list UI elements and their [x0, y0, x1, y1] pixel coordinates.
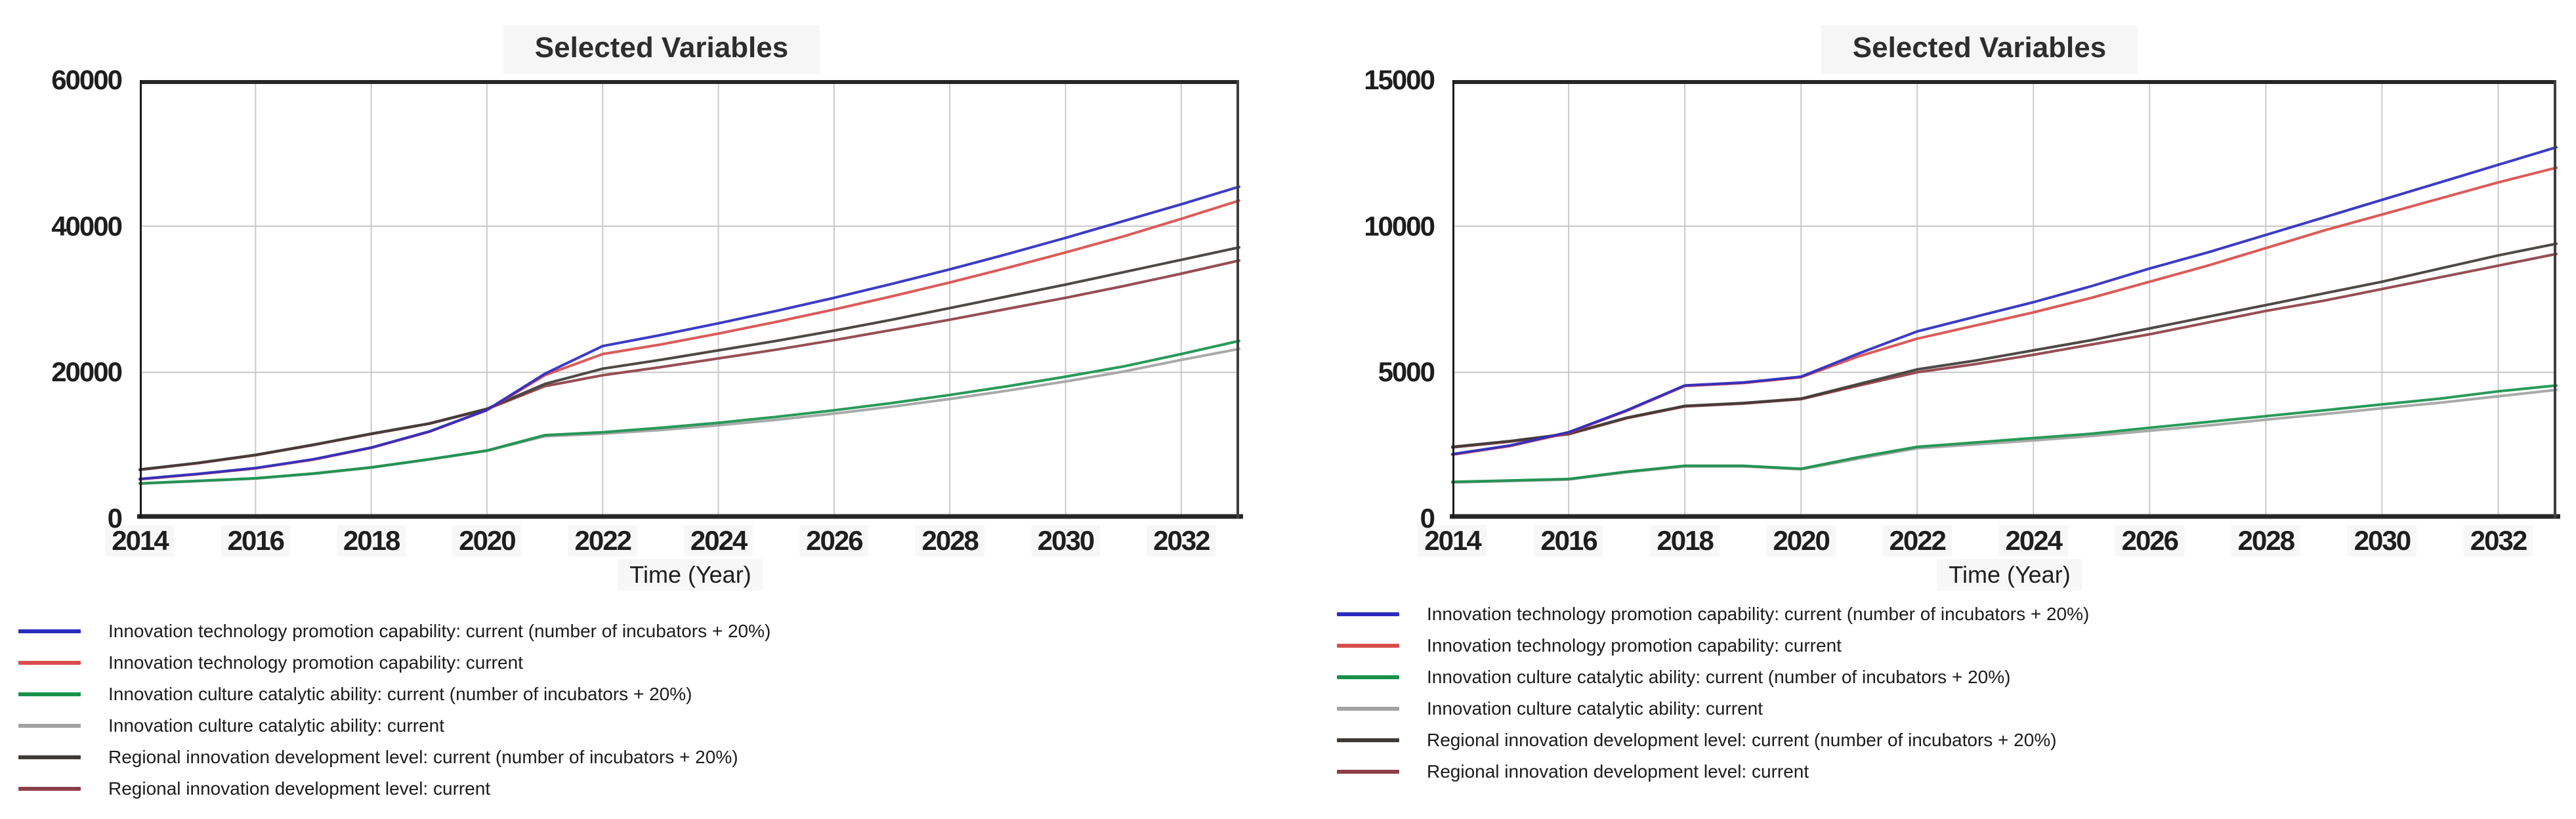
legend-label: Innovation technology promotion capabili…	[108, 621, 771, 641]
series-line	[1451, 242, 2558, 448]
legend-line-swatch	[18, 787, 81, 791]
x-tick-label: 2030	[2348, 525, 2417, 556]
x-tick-label: 2016	[221, 525, 290, 556]
x-tick-label: 2032	[2464, 525, 2533, 556]
legend-line-swatch	[1337, 644, 1399, 648]
legend-item: Innovation culture catalytic ability: cu…	[1337, 662, 2089, 693]
legend-line-swatch	[18, 692, 81, 696]
x-tick-label: 2022	[568, 525, 637, 556]
legend-label: Innovation culture catalytic ability: cu…	[1427, 698, 1763, 719]
legend-item: Regional innovation development level: c…	[1337, 724, 2089, 756]
x-tick-label: 2028	[2231, 525, 2300, 556]
series-line	[138, 246, 1240, 471]
legend-line-swatch	[1337, 770, 1399, 774]
plot-area	[137, 80, 1243, 519]
y-tick-label: 0	[1420, 503, 1435, 534]
legend-line-swatch	[1337, 738, 1399, 742]
x-tick-label: 2026	[2115, 525, 2184, 556]
y-tick-label: 20000	[51, 356, 123, 388]
x-tick-label: 2022	[1882, 525, 1951, 556]
legend-item: Regional innovation development level: c…	[18, 742, 771, 773]
legend-label: Innovation culture catalytic ability: cu…	[108, 684, 692, 704]
legend-item: Regional innovation development level: c…	[1337, 756, 2089, 788]
x-tick-label: 2028	[915, 525, 984, 556]
legend-label: Regional innovation development level: c…	[1427, 761, 1809, 782]
x-axis-title: Time (Year)	[618, 559, 763, 591]
x-tick-label: 2032	[1147, 525, 1215, 556]
x-tick-label: 2018	[1650, 525, 1719, 556]
series-line	[138, 185, 1240, 480]
y-tick-label: 15000	[1364, 64, 1435, 95]
legend-label: Innovation technology promotion capabili…	[108, 652, 523, 673]
x-tick-label: 2014	[1418, 525, 1487, 556]
legend-item: Innovation technology promotion capabili…	[1337, 598, 2089, 630]
series-line	[1451, 166, 2558, 456]
x-tick-label: 2014	[105, 525, 174, 556]
x-tick-label: 2024	[684, 525, 753, 556]
series-line	[1451, 253, 2558, 449]
x-tick-label: 2024	[1999, 525, 2068, 556]
series-line	[1451, 146, 2558, 455]
y-tick-label: 10000	[1364, 210, 1435, 242]
x-tick-label: 2030	[1031, 525, 1100, 556]
legend: Innovation technology promotion capabili…	[18, 616, 771, 805]
x-tick-label: 2016	[1534, 525, 1603, 556]
legend-item: Innovation culture catalytic ability: cu…	[18, 679, 771, 710]
x-tick-label: 2020	[452, 525, 521, 556]
legend-label: Regional innovation development level: c…	[108, 778, 491, 799]
y-tick-label: 60000	[51, 64, 123, 95]
legend-label: Regional innovation development level: c…	[108, 747, 738, 767]
x-axis-title: Time (Year)	[1937, 559, 2082, 591]
legend-line-swatch	[1337, 707, 1399, 711]
legend-label: Innovation culture catalytic ability: cu…	[1427, 667, 2011, 687]
legend: Innovation technology promotion capabili…	[1337, 598, 2089, 788]
x-tick-label: 2018	[337, 525, 406, 556]
legend-line-swatch	[18, 724, 81, 728]
legend-line-swatch	[1337, 612, 1399, 616]
y-tick-label: 40000	[51, 210, 123, 242]
series-line	[1451, 384, 2558, 484]
legend-line-swatch	[18, 661, 81, 665]
legend-label: Innovation technology promotion capabili…	[1427, 604, 2090, 624]
legend-line-swatch	[18, 629, 81, 633]
legend-item: Innovation technology promotion capabili…	[1337, 630, 2089, 662]
legend-label: Innovation culture catalytic ability: cu…	[108, 715, 445, 736]
legend-item: Innovation culture catalytic ability: cu…	[18, 710, 771, 742]
legend-label: Regional innovation development level: c…	[1427, 730, 2057, 750]
plot-area	[1450, 80, 2560, 519]
series-line	[138, 339, 1240, 485]
legend-label: Innovation technology promotion capabili…	[1427, 635, 1842, 656]
y-tick-label: 0	[107, 503, 123, 534]
legend-item: Innovation culture catalytic ability: cu…	[1337, 693, 2089, 724]
y-tick-label: 5000	[1378, 356, 1435, 388]
legend-item: Regional innovation development level: c…	[18, 773, 771, 805]
chart-title: Selected Variables	[1821, 26, 2138, 74]
legend-line-swatch	[1337, 675, 1399, 679]
chart-title: Selected Variables	[503, 26, 820, 74]
legend-line-swatch	[18, 755, 81, 759]
legend-item: Innovation technology promotion capabili…	[18, 616, 771, 647]
x-tick-label: 2020	[1766, 525, 1835, 556]
x-tick-label: 2026	[799, 525, 868, 556]
legend-item: Innovation technology promotion capabili…	[18, 647, 771, 679]
